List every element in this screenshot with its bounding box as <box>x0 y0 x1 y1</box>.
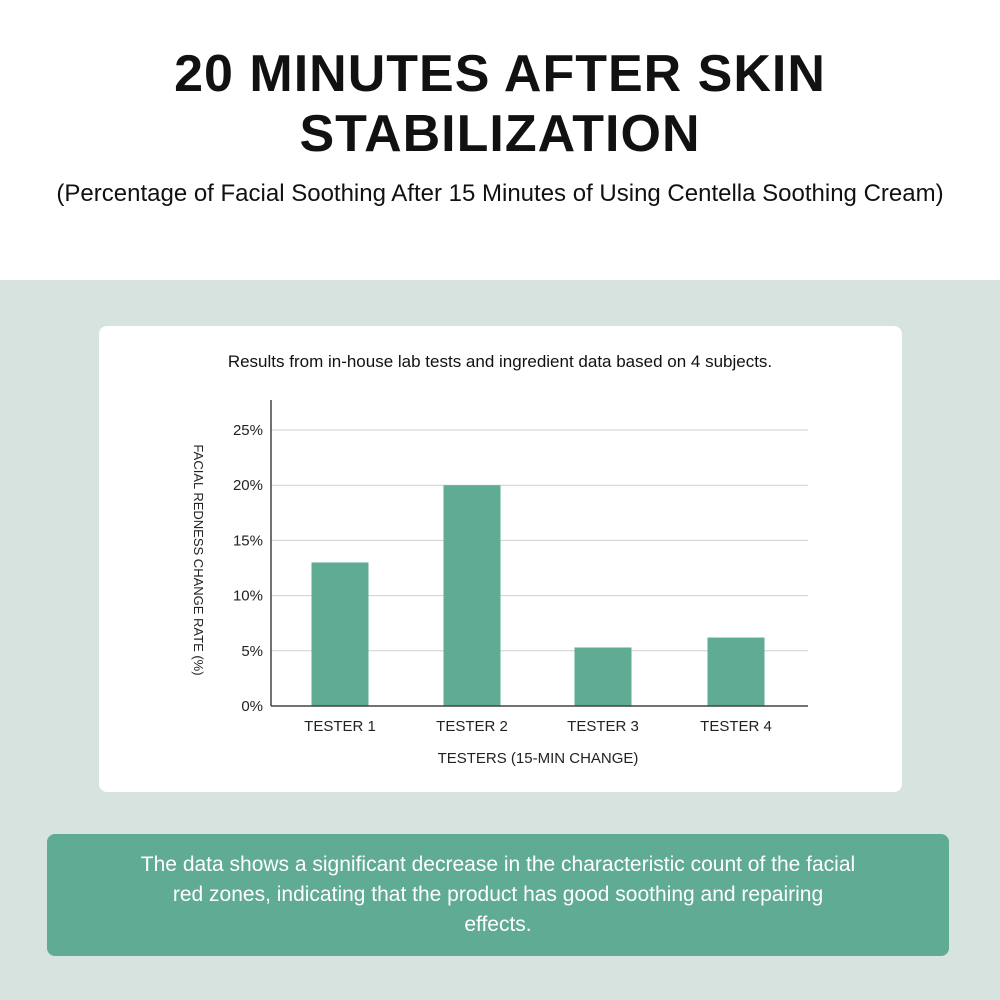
y-tick-label: 10% <box>233 588 263 605</box>
bar <box>443 485 501 706</box>
y-tick-label: 20% <box>233 477 263 494</box>
x-tick-label: TESTER 3 <box>567 718 639 735</box>
header <box>0 0 1000 280</box>
bar <box>311 562 369 706</box>
page-title: 20 MINUTES AFTER SKIN STABILIZATION <box>174 45 826 163</box>
summary-text: The data shows a significant decrease in… <box>140 853 856 936</box>
x-tick-label: TESTER 1 <box>304 718 376 735</box>
y-tick-label: 5% <box>241 643 263 660</box>
page-subtitle: (Percentage of Facial Soothing After 15 … <box>56 180 944 207</box>
summary-box: The data shows a significant decrease in… <box>47 834 949 956</box>
y-tick-label: 25% <box>233 422 263 439</box>
x-tick-label: TESTER 2 <box>436 718 508 735</box>
chart-note: Results from in-house lab tests and ingr… <box>227 352 773 371</box>
y-tick-label: 15% <box>233 532 263 549</box>
bar <box>574 647 632 706</box>
bar <box>707 637 765 706</box>
y-tick-label: 0% <box>241 698 263 715</box>
x-tick-label: TESTER 4 <box>700 718 772 735</box>
y-axis-label: FACIAL REDNESS CHANGE RATE (%) <box>191 444 206 675</box>
x-axis-label: TESTERS (15-MIN CHANGE) <box>438 750 639 767</box>
